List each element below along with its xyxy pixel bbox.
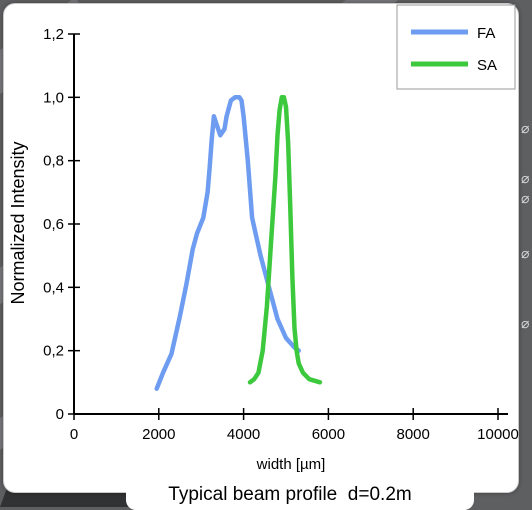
y-tick-label: 1,0 bbox=[43, 89, 64, 106]
legend-box bbox=[396, 4, 516, 90]
legend-label-fa: FA bbox=[477, 25, 495, 42]
y-tick-label: 0 bbox=[56, 406, 64, 423]
y-tick-label: 0,8 bbox=[43, 153, 64, 170]
side-glyph: ⌀ bbox=[521, 245, 530, 261]
side-glyph: ⌀ bbox=[521, 170, 530, 186]
y-axis-label: Normalized Intensity bbox=[8, 141, 28, 304]
legend-label-sa: SA bbox=[477, 57, 497, 74]
caption-box bbox=[126, 480, 474, 510]
x-axis-label: width [µm] bbox=[256, 456, 326, 473]
series-line-fa bbox=[154, 95, 301, 391]
side-glyph: ⌀ bbox=[521, 315, 530, 331]
legend: FA SA bbox=[396, 4, 516, 90]
y-tick-label: 1,2 bbox=[43, 26, 64, 43]
chart-caption: Typical beam profile d=0.2m bbox=[168, 484, 411, 505]
side-glyph: ⌀ bbox=[521, 190, 530, 206]
side-glyph: ⌀ bbox=[521, 120, 530, 136]
x-tick-label: 4000 bbox=[227, 426, 260, 443]
ticks: 0 2000 4000 6000 8000 10000 0 0,2 0,4 0,6 0,8 1,0 1,… bbox=[43, 26, 519, 443]
series-layer bbox=[154, 95, 323, 391]
y-tick-label: 0,2 bbox=[43, 343, 64, 360]
x-tick-label: 2000 bbox=[142, 426, 175, 443]
y-tick-label: 0,4 bbox=[43, 279, 64, 296]
x-tick-label: 10000 bbox=[477, 426, 519, 443]
x-tick-label: 8000 bbox=[397, 426, 430, 443]
x-tick-label: 0 bbox=[70, 426, 78, 443]
x-tick-label: 6000 bbox=[312, 426, 345, 443]
y-tick-label: 0,6 bbox=[43, 216, 64, 233]
series-line-sa bbox=[247, 95, 323, 385]
